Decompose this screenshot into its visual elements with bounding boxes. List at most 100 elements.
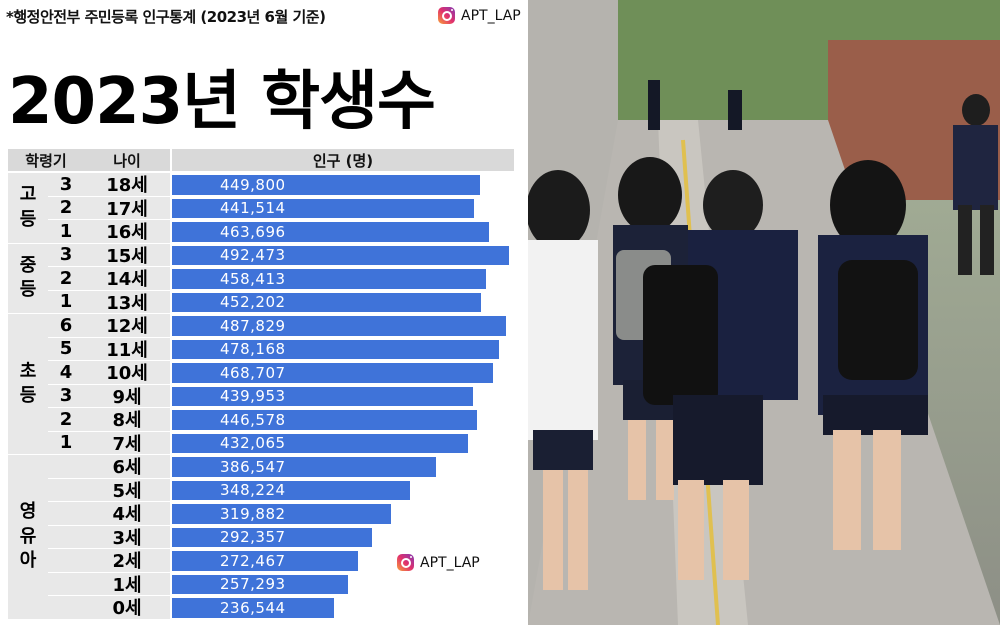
grade-cell [48,596,84,620]
grade-cell [48,549,84,573]
grade-cell: 1 [48,220,84,244]
age-tick-label: 6세 [84,455,170,479]
population-bar [172,480,410,500]
bar-value-label: 478,168 [220,340,286,359]
population-bar [172,363,493,383]
population-bar [172,292,481,312]
bar-value-label: 236,544 [220,598,286,617]
bar-value-label: 441,514 [220,199,286,218]
instagram-handle-top: APT_LAP [438,7,521,24]
school-level-char: 등 [19,208,37,230]
bar-value-label: 432,065 [220,434,286,453]
students-photo [528,0,1000,625]
school-level-char: 등 [19,385,37,406]
school-level-char: 고 [19,184,37,206]
bar-value-label: 257,293 [220,575,286,594]
bar-value-label: 292,357 [220,528,286,547]
school-level-char: 중 [19,254,37,276]
bar-value-label: 458,413 [220,269,286,288]
population-bar [172,433,468,453]
bar-value-label: 468,707 [220,363,286,382]
bar-value-label: 272,467 [220,551,286,570]
grade-cell: 3 [48,243,84,267]
age-tick-label: 8세 [84,408,170,432]
column-header-school-level: 학령기 [8,149,84,171]
school-level-char: 유 [19,525,37,547]
age-tick-label: 9세 [84,384,170,408]
grade-cell: 3 [48,173,84,197]
grade-cell: 1 [48,290,84,314]
age-tick-label: 3세 [84,525,170,549]
column-header-population: 인구 (명) [172,149,514,171]
bar-value-label: 319,882 [220,504,286,523]
bar-value-label: 439,953 [220,387,286,406]
grade-cell [48,572,84,596]
age-tick-label: 4세 [84,502,170,526]
grade-cell: 1 [48,431,84,455]
population-bar [172,316,506,336]
grade-cell [48,502,84,526]
population-table: 학령기 나이 인구 (명) 고 등 중 등 초 등 영 유 아 3 18세 449,800 2 17세 44… [8,149,514,621]
bar-value-label: 446,578 [220,410,286,429]
grade-cell [48,455,84,479]
school-level-char: 아 [19,549,37,571]
instagram-handle-text: APT_LAP [461,7,521,24]
instagram-icon [397,554,414,571]
watermark-handle-text: APT_LAP [420,554,480,571]
population-bar [172,386,473,406]
student-5 [953,94,998,275]
bar-value-label: 492,473 [220,246,286,265]
grade-cell: 3 [48,384,84,408]
infographic-panel: *행정안전부 주민등록 인구통계 (2023년 6월 기준) APT_LAP 2… [6,7,521,621]
population-bar [172,269,486,289]
source-note: *행정안전부 주민등록 인구통계 (2023년 6월 기준) [6,8,326,26]
population-bar [172,504,391,524]
age-tick-label: 0세 [84,596,170,620]
school-level-char: 초 [19,360,37,382]
population-bar [172,551,358,571]
bar-value-label: 463,696 [220,222,286,241]
instagram-icon [438,7,455,24]
population-bar [172,527,372,547]
population-bar [172,598,334,618]
school-level-char: 영 [19,501,37,523]
age-tick-label: 15세 [84,243,170,267]
age-tick-label: 18세 [84,173,170,197]
student-4 [818,160,928,550]
population-bar [172,222,489,242]
grade-cell: 4 [48,361,84,385]
grade-cell [48,478,84,502]
grade-cell: 2 [48,196,84,220]
age-tick-label: 2세 [84,549,170,573]
students-walking-illustration [528,0,1000,625]
population-bar [172,574,348,594]
age-tick-label: 12세 [84,314,170,338]
bar-value-label: 386,547 [220,457,286,476]
grade-cell: 6 [48,314,84,338]
grade-cell: 2 [48,267,84,291]
age-tick-label: 5세 [84,478,170,502]
age-tick-label: 10세 [84,361,170,385]
column-header-age: 나이 [84,149,170,171]
bar-value-label: 452,202 [220,293,286,312]
age-tick-label: 16세 [84,220,170,244]
population-bar [172,457,436,477]
bar-value-label: 487,829 [220,316,286,335]
population-bar [172,198,474,218]
bar-value-label: 449,800 [220,175,286,194]
instagram-handle-watermark: APT_LAP [397,554,480,571]
age-tick-label: 13세 [84,290,170,314]
grade-cell: 5 [48,337,84,361]
age-tick-label: 7세 [84,431,170,455]
population-bar [172,175,480,195]
grade-cell [48,525,84,549]
student-3 [643,170,798,580]
age-tick-label: 17세 [84,196,170,220]
student-1 [528,170,598,590]
page-title: 2023년 학생수 [8,65,436,139]
age-tick-label: 1세 [84,572,170,596]
